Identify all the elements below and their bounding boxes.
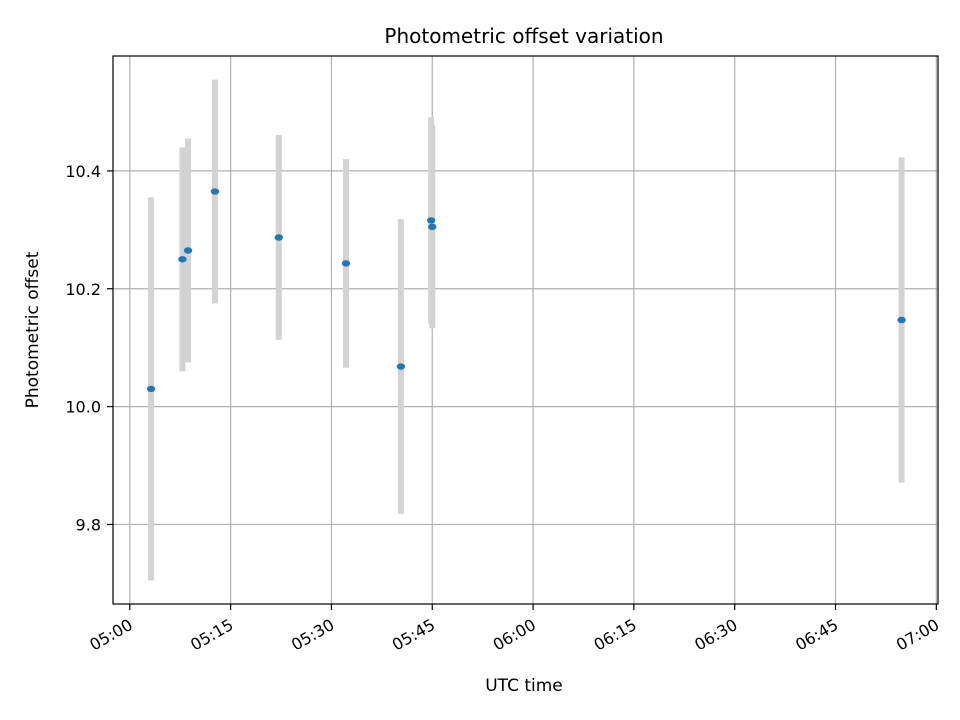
y-axis: 9.8 10.0 10.2 10.4 bbox=[65, 162, 113, 534]
y-tick-label: 10.0 bbox=[65, 398, 101, 417]
y-tick-label: 10.4 bbox=[65, 162, 101, 181]
data-point bbox=[274, 234, 283, 241]
data-point bbox=[897, 316, 906, 324]
chart-title: Photometric offset variation bbox=[384, 24, 663, 48]
data-point bbox=[146, 385, 156, 393]
data-point bbox=[428, 223, 437, 231]
data-point bbox=[426, 217, 436, 224]
plot-frame bbox=[112, 55, 939, 605]
x-axis-label: UTC time bbox=[485, 676, 563, 696]
y-tick-label: 9.8 bbox=[76, 515, 101, 534]
data-point bbox=[178, 256, 187, 263]
data-point bbox=[341, 260, 351, 267]
data-point bbox=[183, 247, 193, 254]
y-tick-label: 10.2 bbox=[65, 280, 101, 299]
y-axis-label: Photometric offset bbox=[23, 251, 43, 408]
data-points bbox=[146, 188, 906, 393]
data-point bbox=[396, 363, 406, 370]
grid bbox=[113, 56, 938, 604]
data-point bbox=[210, 188, 220, 195]
